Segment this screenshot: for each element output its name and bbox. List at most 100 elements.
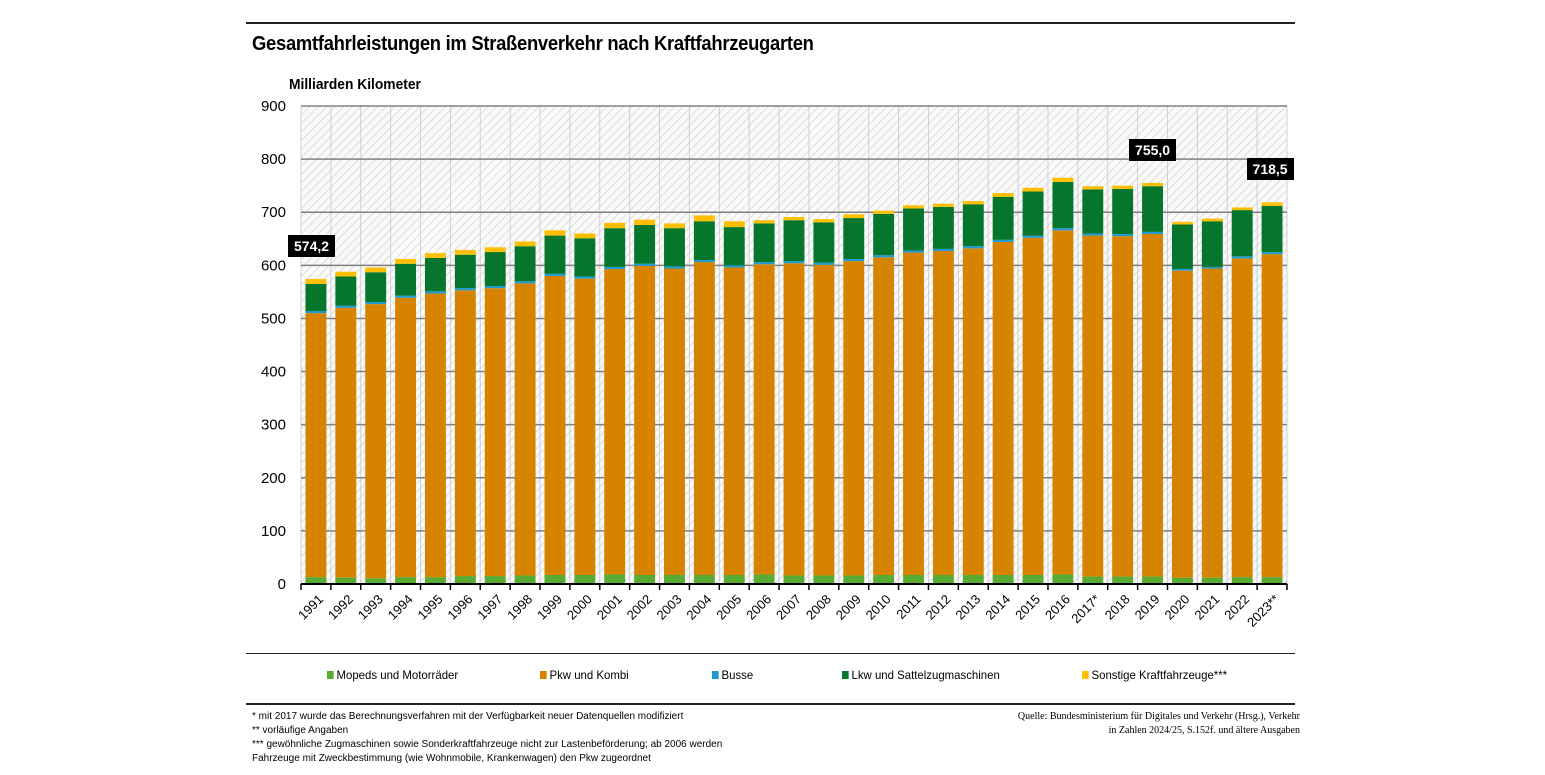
bar-segment-lkw-und-sattelzugmaschinen xyxy=(1261,205,1283,253)
source-line: in Zahlen 2024/25, S.152f. und ältere Au… xyxy=(1108,725,1300,736)
legend-swatch xyxy=(327,671,334,679)
bar-segment-pkw-und-kombi xyxy=(1112,236,1134,577)
bar-segment-sonstige-kraftfahrzeuge xyxy=(1201,218,1223,222)
bar-segment-busse xyxy=(514,281,536,284)
bar-segment-mopeds-und-motorr-der xyxy=(1082,576,1104,584)
y-tick-label: 900 xyxy=(261,98,286,115)
x-tick-label: 2004 xyxy=(683,592,714,623)
bar-segment-busse xyxy=(1082,233,1104,236)
x-tick-label: 2010 xyxy=(863,592,894,623)
bar-segment-pkw-und-kombi xyxy=(664,268,685,575)
bar-segment-busse xyxy=(723,265,745,268)
bar-segment-mopeds-und-motorr-der xyxy=(365,578,387,584)
bar-segment-lkw-und-sattelzugmaschinen xyxy=(454,254,476,289)
x-tick-label: 1998 xyxy=(504,592,535,623)
bar-segment-sonstige-kraftfahrzeuge xyxy=(365,267,387,273)
bar-segment-sonstige-kraftfahrzeuge xyxy=(843,214,865,219)
x-tick-label: 2020 xyxy=(1161,592,1192,623)
bar-segment-pkw-und-kombi xyxy=(903,252,924,575)
bar-segment-lkw-und-sattelzugmaschinen xyxy=(813,222,835,263)
bar-segment-mopeds-und-motorr-der xyxy=(962,574,984,584)
bar-segment-busse xyxy=(992,239,1014,242)
bar-segment-pkw-und-kombi xyxy=(783,263,805,576)
bar-segment-pkw-und-kombi xyxy=(873,257,895,575)
bar-segment-lkw-und-sattelzugmaschinen xyxy=(783,220,805,262)
bar-segment-pkw-und-kombi xyxy=(514,283,536,576)
bar-segment-mopeds-und-motorr-der xyxy=(723,574,745,584)
x-tick-label: 2012 xyxy=(922,592,953,623)
footer-rule xyxy=(246,703,1295,705)
bar-segment-mopeds-und-motorr-der xyxy=(454,576,476,584)
bar-segment-lkw-und-sattelzugmaschinen xyxy=(335,276,357,306)
x-tick-label: 2014 xyxy=(982,592,1013,623)
bar-segment-sonstige-kraftfahrzeuge xyxy=(634,219,656,225)
bar-segment-mopeds-und-motorr-der xyxy=(544,574,566,584)
bar-segment-mopeds-und-motorr-der xyxy=(1231,577,1253,584)
x-tick-label: 2013 xyxy=(952,592,983,623)
bar-segment-busse xyxy=(873,255,895,258)
bar-segment-lkw-und-sattelzugmaschinen xyxy=(753,223,775,263)
bar-segment-mopeds-und-motorr-der xyxy=(1201,577,1223,584)
bar-segment-pkw-und-kombi xyxy=(634,265,656,575)
bar-segment-busse xyxy=(783,261,805,264)
bar-segment-pkw-und-kombi xyxy=(305,313,327,578)
bar-segment-pkw-und-kombi xyxy=(1201,268,1223,578)
bar-segment-lkw-und-sattelzugmaschinen xyxy=(843,218,865,259)
legend-item: Pkw und Kombi xyxy=(540,668,629,682)
legend-item: Sonstige Kraftfahrzeuge*** xyxy=(1082,668,1227,682)
bar-segment-pkw-und-kombi xyxy=(723,267,745,575)
bar-segment-sonstige-kraftfahrzeuge xyxy=(664,223,685,229)
bar-segment-mopeds-und-motorr-der xyxy=(514,575,536,584)
bar-segment-busse xyxy=(484,286,506,289)
top-rule xyxy=(246,22,1295,24)
x-tick-label: 2007 xyxy=(773,592,804,623)
bar-segment-mopeds-und-motorr-der xyxy=(843,575,865,584)
bar-segment-lkw-und-sattelzugmaschinen xyxy=(1052,181,1074,229)
x-tick-label: 2017* xyxy=(1068,592,1103,627)
bar-segment-sonstige-kraftfahrzeuge xyxy=(1231,207,1253,211)
bar-segment-sonstige-kraftfahrzeuge xyxy=(454,249,476,255)
bar-segment-mopeds-und-motorr-der xyxy=(813,575,835,584)
bar-segment-lkw-und-sattelzugmaschinen xyxy=(634,224,656,264)
bar-segment-lkw-und-sattelzugmaschinen xyxy=(1112,188,1134,234)
legend-label: Lkw und Sattelzugmaschinen xyxy=(851,668,1000,682)
x-tick-label: 1995 xyxy=(415,592,446,623)
bar-segment-pkw-und-kombi xyxy=(604,269,626,575)
bar-segment-busse xyxy=(1231,256,1253,259)
bar-segment-mopeds-und-motorr-der xyxy=(753,574,775,584)
x-tick-label: 2011 xyxy=(893,592,923,622)
bar-segment-lkw-und-sattelzugmaschinen xyxy=(395,263,417,296)
total-value-callout: 718,5 xyxy=(1246,158,1294,181)
bar-segment-busse xyxy=(693,260,715,263)
bar-segment-lkw-und-sattelzugmaschinen xyxy=(544,235,566,274)
y-axis-unit-label: Milliarden Kilometer xyxy=(289,76,421,93)
bar-segment-busse xyxy=(365,301,387,305)
bar-segment-mopeds-und-motorr-der xyxy=(1112,576,1134,584)
bar-segment-lkw-und-sattelzugmaschinen xyxy=(1171,224,1193,270)
bar-segment-mopeds-und-motorr-der xyxy=(1052,574,1074,584)
bar-segment-busse xyxy=(634,263,656,266)
bar-segment-pkw-und-kombi xyxy=(1052,230,1074,575)
x-tick-label: 1996 xyxy=(444,592,475,623)
bar-segment-sonstige-kraftfahrzeuge xyxy=(753,220,775,224)
bar-segment-lkw-und-sattelzugmaschinen xyxy=(962,204,984,247)
bar-segment-mopeds-und-motorr-der xyxy=(1261,577,1283,584)
bar-segment-mopeds-und-motorr-der xyxy=(1022,574,1044,584)
total-value-callout: 574,2 xyxy=(288,235,336,258)
x-tick-label: 2023** xyxy=(1244,592,1282,630)
bar-segment-mopeds-und-motorr-der xyxy=(1171,577,1193,584)
bar-segment-pkw-und-kombi xyxy=(484,288,506,577)
bar-segment-mopeds-und-motorr-der xyxy=(574,574,596,584)
bar-segment-sonstige-kraftfahrzeuge xyxy=(992,193,1014,197)
x-tick-label: 2019 xyxy=(1132,592,1163,623)
bar-segment-busse xyxy=(962,246,984,249)
bar-segment-sonstige-kraftfahrzeuge xyxy=(1112,185,1134,189)
legend-item: Mopeds und Motorräder xyxy=(327,668,458,682)
bar-segment-busse xyxy=(544,273,566,276)
x-tick-label: 2002 xyxy=(624,592,655,623)
bar-segment-busse xyxy=(574,276,596,279)
bar-segment-lkw-und-sattelzugmaschinen xyxy=(873,213,895,256)
x-tick-label: 1999 xyxy=(534,592,565,623)
bar-segment-mopeds-und-motorr-der xyxy=(783,575,805,584)
